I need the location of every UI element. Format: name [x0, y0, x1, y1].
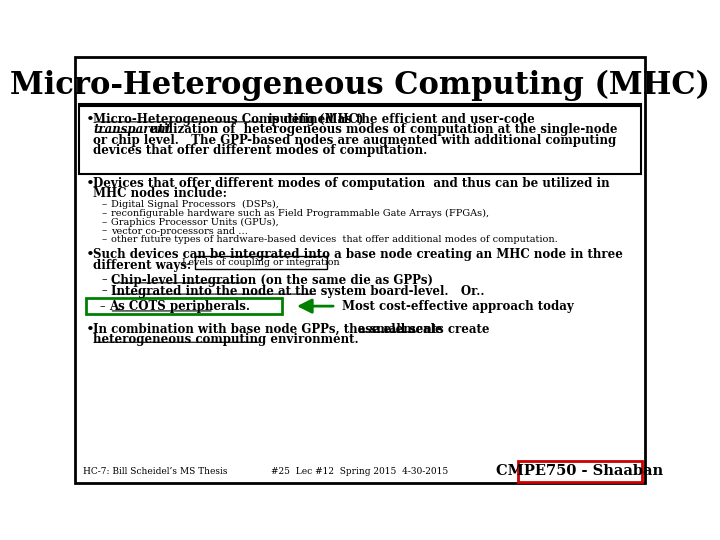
Text: utilization of  heterogeneous modes of computation at the single-node: utilization of heterogeneous modes of co… [146, 123, 618, 136]
Text: •: • [86, 248, 94, 262]
Text: –: – [99, 301, 104, 311]
Text: Graphics Processor Units (GPUs),: Graphics Processor Units (GPUs), [111, 218, 279, 227]
Text: reconfigurable hardware such as Field Programmable Gate Arrays (FPGAs),: reconfigurable hardware such as Field Pr… [111, 209, 490, 218]
FancyBboxPatch shape [79, 106, 641, 174]
Text: transparent: transparent [94, 123, 171, 136]
Text: is defined as the efficient and user-code: is defined as the efficient and user-cod… [264, 113, 535, 126]
Text: •: • [86, 323, 94, 337]
Text: •: • [86, 113, 94, 127]
FancyBboxPatch shape [86, 298, 282, 314]
Text: #25  Lec #12  Spring 2015  4-30-2015: #25 Lec #12 Spring 2015 4-30-2015 [271, 467, 449, 476]
Text: Most cost-effective approach today: Most cost-effective approach today [342, 300, 574, 313]
Text: vector co-processors and …: vector co-processors and … [111, 227, 248, 235]
Text: –: – [102, 285, 107, 295]
FancyBboxPatch shape [518, 461, 642, 482]
Text: Levels of coupling or integration: Levels of coupling or integration [182, 258, 340, 267]
Text: As COTS peripherals.: As COTS peripherals. [109, 300, 251, 313]
Text: different ways:: different ways: [94, 259, 192, 272]
Text: heterogeneous computing environment.: heterogeneous computing environment. [94, 333, 359, 347]
Text: Micro-Heterogeneous Computing (MHC): Micro-Heterogeneous Computing (MHC) [94, 113, 364, 126]
Text: Micro-Heterogeneous Computing (MHC): Micro-Heterogeneous Computing (MHC) [10, 70, 710, 101]
Text: devices that offer different modes of computation.: devices that offer different modes of co… [94, 144, 428, 157]
Text: •: • [86, 177, 94, 191]
Text: In combination with base node GPPs, these elements create: In combination with base node GPPs, thes… [94, 323, 494, 336]
FancyBboxPatch shape [75, 57, 645, 483]
Text: –: – [102, 200, 107, 209]
Text: –: – [102, 274, 107, 284]
Text: Integrated into the node at the system board-level.   Or..: Integrated into the node at the system b… [111, 285, 485, 298]
Text: Such devices can be integrated into a base node creating an MHC node in three: Such devices can be integrated into a ba… [94, 248, 624, 261]
Text: other future types of hardware-based devices  that offer additional modes of com: other future types of hardware-based dev… [111, 235, 558, 245]
Text: Devices that offer different modes of computation  and thus can be utilized in: Devices that offer different modes of co… [94, 177, 610, 190]
Text: –: – [102, 209, 107, 218]
Text: –: – [102, 218, 107, 227]
Text: a small scale: a small scale [359, 323, 443, 336]
Text: HC-7: Bill Scheidel’s MS Thesis: HC-7: Bill Scheidel’s MS Thesis [83, 467, 228, 476]
Text: MHC nodes include:: MHC nodes include: [94, 187, 228, 200]
Text: Chip-level integration (on the same die as GPPs): Chip-level integration (on the same die … [111, 274, 433, 287]
Text: –: – [102, 227, 107, 235]
Text: –: – [102, 235, 107, 245]
FancyBboxPatch shape [195, 255, 327, 269]
Text: Digital Signal Processors  (DSPs),: Digital Signal Processors (DSPs), [111, 200, 279, 210]
Text: or chip level.   The GPP-based nodes are augmented with additional computing: or chip level. The GPP-based nodes are a… [94, 133, 617, 146]
Text: CMPE750 - Shaaban: CMPE750 - Shaaban [496, 464, 664, 478]
